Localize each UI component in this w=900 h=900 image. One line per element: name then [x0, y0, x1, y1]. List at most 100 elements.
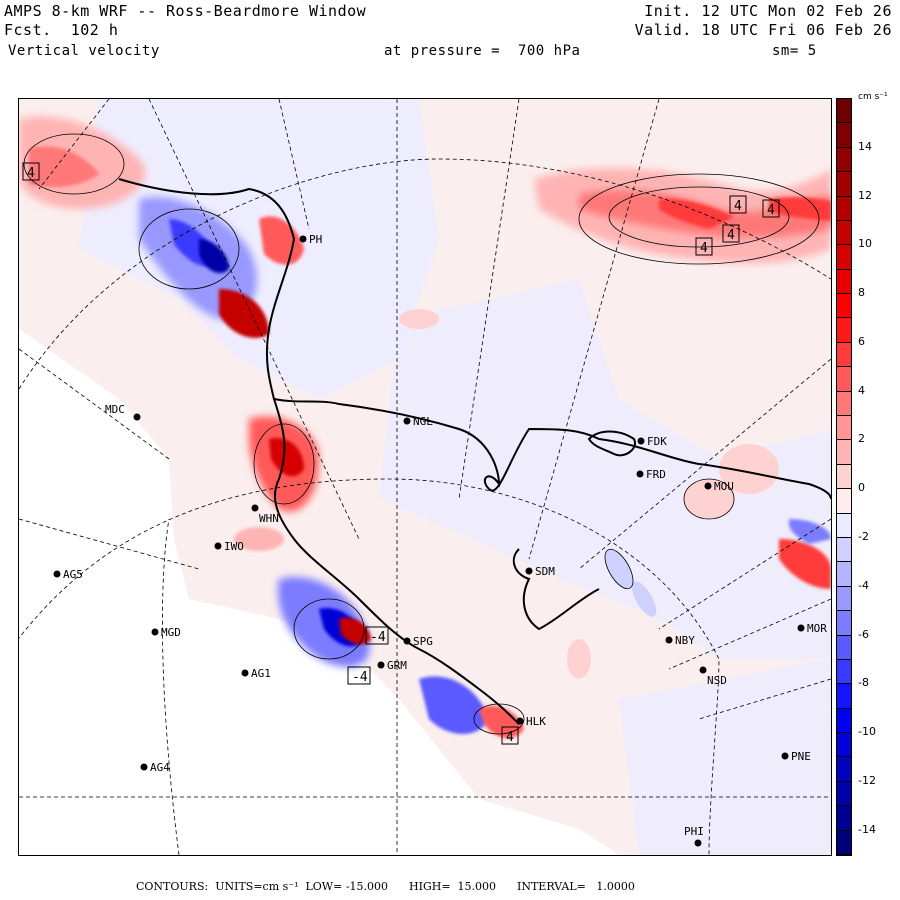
colorbar-tick-label: 0: [858, 481, 865, 495]
colorbar-cell: [837, 562, 851, 587]
forecast-hour: Fcst. 102 h: [4, 21, 119, 39]
station-markers: MDC NGL FDK FRD MOU IWO WHN AG5 SDM MGD NBY AG1 GRM S…: [53, 233, 827, 847]
field-shading: [19, 99, 831, 855]
station-label: MDC: [105, 403, 125, 416]
colorbar-cell: [837, 220, 851, 246]
colorbar-tick-label: 14: [858, 139, 872, 153]
station-frd: FRD: [636, 468, 666, 481]
extremum-value: 4: [506, 730, 514, 745]
station-label: WHN: [259, 512, 279, 525]
colorbar-cell: [837, 489, 851, 514]
extremum-value: 4: [734, 199, 742, 214]
colorbar-cell: [837, 269, 851, 295]
station-ag4: AG4: [140, 761, 170, 774]
station-label: AG5: [63, 568, 83, 581]
smoothing: sm= 5: [772, 43, 817, 59]
extremum-marker: 4: [729, 195, 747, 214]
extremum-value: 4: [700, 241, 708, 256]
station-nsd: NSD: [699, 666, 727, 687]
init-time: Init. 12 UTC Mon 02 Feb 26: [644, 2, 892, 20]
colorbar: [836, 98, 852, 856]
colorbar-cell: [837, 391, 851, 417]
station-dot: [299, 235, 307, 243]
station-nby: NBY: [665, 634, 695, 647]
station-dot: [704, 482, 712, 490]
colorbar-tick-label: -12: [858, 773, 876, 787]
extremum-value: 4: [767, 203, 775, 218]
colorbar-cell: [837, 659, 851, 685]
colorbar-tick-label: 2: [858, 432, 865, 446]
station-dot: [525, 567, 533, 575]
station-dot: [214, 542, 222, 550]
station-dot: [53, 570, 61, 578]
colorbar-tick-label: 12: [858, 188, 872, 202]
colorbar-units: cm s⁻¹: [858, 92, 888, 102]
station-label: IWO: [224, 540, 244, 553]
extrema-markers: 4 4 4 4 4 -4 -4 4: [22, 162, 780, 745]
colorbar-tick-label: -14: [858, 822, 876, 836]
station-dot: [140, 763, 148, 771]
station-dot: [694, 839, 702, 847]
extremum-marker: -4: [365, 626, 389, 645]
colorbar-cell: [837, 172, 851, 197]
colorbar-cell: [837, 367, 851, 392]
station-dot: [797, 624, 805, 632]
colorbar-tick-label: 10: [858, 237, 872, 251]
station-label: MOU: [714, 480, 734, 493]
station-ag5: AG5: [53, 568, 83, 581]
colorbar-tick-label: -10: [858, 725, 876, 739]
station-label: PH: [309, 233, 322, 246]
map-title: AMPS 8-km WRF -- Ross-Beardmore Window: [4, 2, 367, 20]
station-label: NGL: [413, 415, 433, 428]
station-ag1: AG1: [241, 667, 271, 680]
station-dot: [781, 752, 789, 760]
station-mdc: MDC: [105, 403, 141, 421]
extremum-marker: 4: [762, 199, 780, 218]
station-phi: PHI: [684, 825, 704, 847]
station-label: AG4: [150, 761, 170, 774]
station-dot: [133, 413, 141, 421]
colorbar-cell: [837, 440, 851, 465]
station-label: PNE: [791, 750, 811, 763]
colorbar-tick-label: -8: [858, 676, 869, 690]
station-mgd: MGD: [151, 626, 181, 639]
map-panel: MDC NGL FDK FRD MOU IWO WHN AG5 SDM MGD NBY AG1 GRM S…: [18, 98, 832, 856]
station-ph: PH: [299, 233, 322, 246]
station-label: MGD: [161, 626, 181, 639]
extremum-value: 4: [27, 166, 35, 181]
colorbar-cell: [837, 684, 851, 709]
station-label: GRM: [387, 659, 407, 672]
extremum-value: 4: [727, 228, 735, 243]
contour-info: CONTOURS: UNITS=cm s⁻¹ LOW= -15.000 HIGH…: [136, 880, 635, 893]
extremum-marker: 4: [695, 237, 713, 256]
colorbar-cell: [837, 513, 851, 538]
extremum-marker: 4: [22, 162, 40, 181]
valid-time: Valid. 18 UTC Fri 06 Feb 26: [634, 21, 892, 39]
station-dot: [516, 717, 524, 725]
station-spg: SPG: [403, 635, 433, 648]
colorbar-tick-label: -2: [858, 529, 869, 543]
station-dot: [699, 666, 707, 674]
colorbar-cell: [837, 318, 851, 343]
pressure-level: at pressure = 700 hPa: [384, 43, 581, 59]
station-dot: [151, 628, 159, 636]
extremum-marker: -4: [347, 666, 371, 685]
contours: [23, 133, 820, 735]
station-dot: [403, 637, 411, 645]
station-dot: [637, 437, 645, 445]
station-dot: [377, 661, 385, 669]
extremum-marker: 4: [722, 224, 740, 243]
station-label: FDK: [647, 435, 667, 448]
map-canvas: MDC NGL FDK FRD MOU IWO WHN AG5 SDM MGD NBY AG1 GRM S…: [19, 99, 831, 855]
colorbar-cell: [837, 806, 851, 831]
field-name: Vertical velocity: [8, 43, 160, 59]
colorbar-tick-label: -4: [858, 578, 869, 592]
station-ngl: NGL: [403, 415, 433, 428]
extremum-marker: 4: [501, 726, 519, 745]
station-label: PHI: [684, 825, 704, 838]
colorbar-cell: [837, 245, 851, 270]
colorbar-cell: [837, 147, 851, 173]
station-dot: [665, 636, 673, 644]
colorbar-cell: [837, 464, 851, 490]
colorbar-cell: [837, 830, 851, 855]
